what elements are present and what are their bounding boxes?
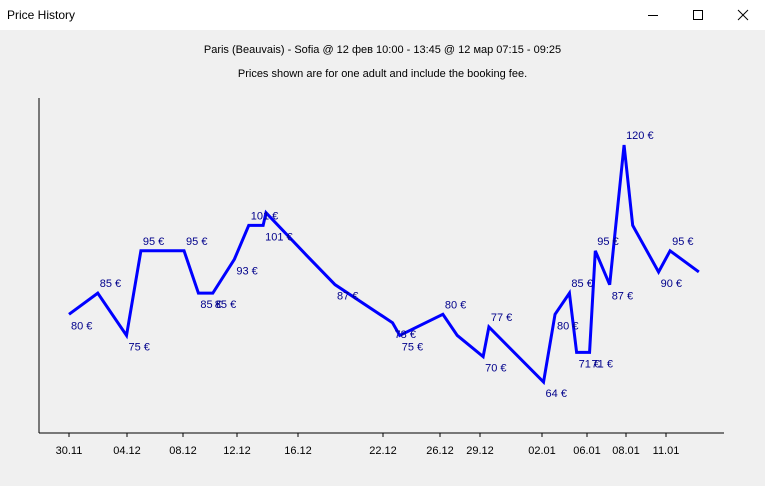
data-label: 95 € bbox=[597, 236, 618, 248]
data-label: 85 € bbox=[200, 299, 221, 311]
x-tick-label: 11.01 bbox=[653, 445, 680, 457]
x-tick-label: 08.12 bbox=[169, 445, 197, 457]
close-icon bbox=[737, 9, 748, 21]
data-label: 64 € bbox=[546, 388, 567, 400]
data-label: 95 € bbox=[143, 236, 164, 248]
x-tick-label: 02.01 bbox=[528, 445, 556, 457]
route-heading: Paris (Beauvais) - Sofia @ 12 фев 10:00 … bbox=[203, 44, 562, 56]
data-label: 93 € bbox=[236, 265, 257, 277]
data-label: 75 € bbox=[129, 341, 150, 353]
data-label: 90 € bbox=[661, 278, 682, 290]
maximize-icon bbox=[692, 10, 703, 20]
minimize-button[interactable] bbox=[630, 0, 675, 30]
window-title: Price History bbox=[7, 8, 76, 22]
maximize-button[interactable] bbox=[675, 0, 720, 30]
x-tick-label: 16.12 bbox=[284, 445, 312, 457]
x-tick-label: 12.12 bbox=[223, 445, 251, 457]
data-label: 95 € bbox=[186, 236, 207, 248]
data-label: 101 € bbox=[265, 231, 293, 243]
fee-note: Prices shown are for one adult and inclu… bbox=[237, 68, 528, 80]
data-label: 85 € bbox=[571, 278, 592, 290]
data-label: 71 € bbox=[579, 358, 600, 370]
data-label: 120 € bbox=[626, 130, 654, 142]
x-tick-label: 22.12 bbox=[369, 445, 397, 457]
x-tick-label: 06.01 bbox=[573, 445, 601, 457]
minimize-icon bbox=[647, 15, 658, 16]
title-bar: Price History bbox=[0, 0, 765, 30]
x-tick-label: 08.01 bbox=[612, 445, 640, 457]
data-label: 77 € bbox=[491, 312, 512, 324]
close-button[interactable] bbox=[720, 0, 765, 30]
data-label: 80 € bbox=[445, 299, 466, 311]
data-label: 85 € bbox=[215, 299, 236, 311]
data-label: 70 € bbox=[485, 363, 506, 375]
x-tick-label: 29.12 bbox=[466, 445, 494, 457]
data-label: 80 € bbox=[557, 320, 578, 332]
data-label: 80 € bbox=[71, 320, 92, 332]
x-tick-label: 04.12 bbox=[113, 445, 141, 457]
data-label: 85 € bbox=[100, 278, 121, 290]
data-label: 75 € bbox=[402, 341, 423, 353]
data-label: 101 € bbox=[251, 210, 279, 222]
price-line bbox=[68, 144, 700, 386]
data-label: 78 € bbox=[395, 329, 416, 341]
x-tick-label: 26.12 bbox=[426, 445, 454, 457]
x-tick-label: 30.11 bbox=[56, 445, 83, 457]
data-label: 71 € bbox=[592, 358, 613, 370]
data-label: 95 € bbox=[672, 236, 693, 248]
data-label: 87 € bbox=[612, 291, 633, 303]
data-label: 87 € bbox=[337, 291, 358, 303]
